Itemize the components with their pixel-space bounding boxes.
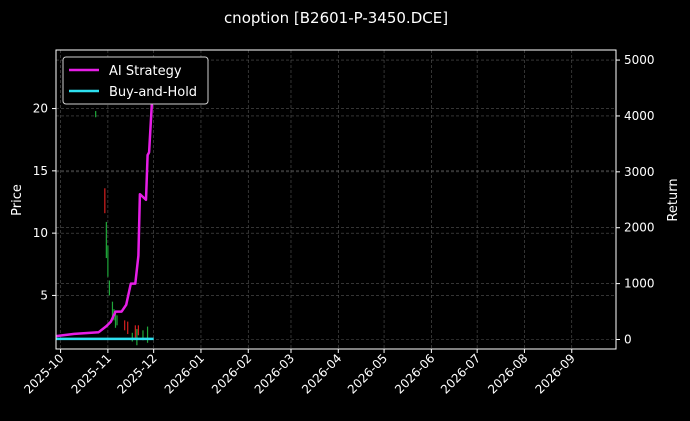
- chart-title: cnoption [B2601-P-3450.DCE]: [224, 9, 448, 27]
- left-axis-title: Price: [10, 184, 25, 216]
- right-tick-label: 0: [624, 332, 632, 346]
- left-tick-label: 5: [40, 288, 48, 302]
- series-line-ai-strategy: [55, 99, 154, 338]
- right-tick-label: 5000: [624, 53, 655, 67]
- right-tick-label: 2000: [624, 221, 655, 235]
- left-tick-label: 20: [33, 102, 48, 116]
- legend-label-buy-and-hold: Buy-and-Hold: [109, 85, 197, 100]
- grid: [56, 50, 616, 349]
- legend-box: [62, 56, 209, 105]
- series-lines: [55, 99, 154, 341]
- left-tick-label: 15: [33, 164, 48, 178]
- right-tick-label: 4000: [624, 109, 655, 123]
- right-y-axis: 0 1000 2000 3000 4000 5000: [616, 53, 655, 346]
- legend-label-ai-strategy: AI Strategy: [109, 64, 182, 79]
- legend: AI Strategy Buy-and-Hold: [62, 56, 209, 105]
- right-tick-label: 1000: [624, 277, 655, 291]
- right-axis-title: Return: [666, 178, 681, 221]
- right-tick-label: 3000: [624, 165, 655, 179]
- plot-frame: [55, 49, 617, 350]
- candlesticks: [95, 111, 149, 346]
- left-y-axis: 5 10 15 20: [33, 102, 56, 302]
- left-tick-label: 10: [33, 226, 48, 240]
